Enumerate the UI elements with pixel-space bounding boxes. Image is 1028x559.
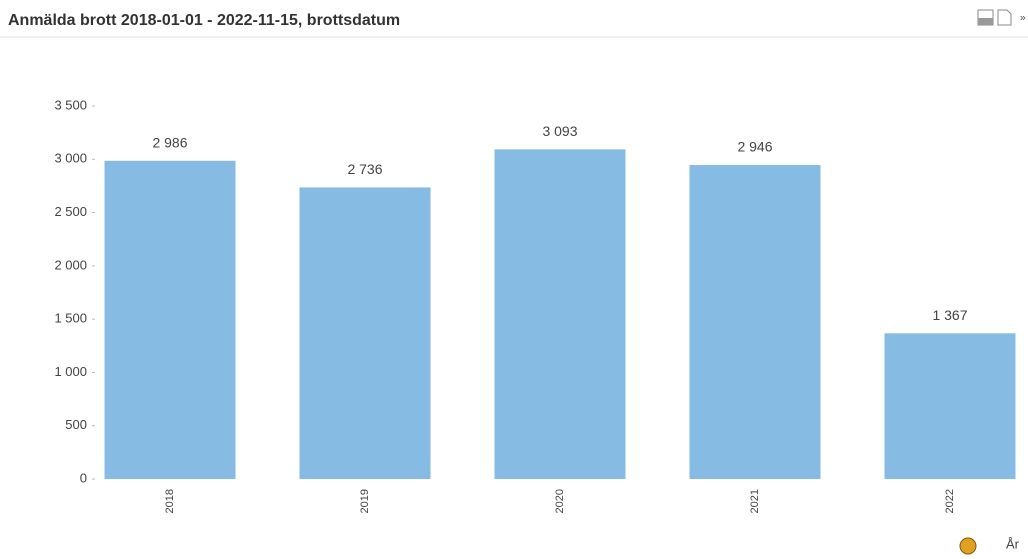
- data-label: 1 367: [932, 307, 967, 323]
- y-tick-label: 3 000: [54, 151, 87, 166]
- y-tick-label: 2 000: [54, 257, 87, 272]
- data-label: 3 093: [542, 123, 577, 139]
- x-tick-label: 2020: [554, 489, 566, 513]
- data-label: 2 986: [152, 134, 187, 150]
- data-label: 2 736: [347, 161, 382, 177]
- y-tick-label: 0: [80, 470, 87, 485]
- bar: [299, 187, 431, 479]
- y-tick-label: 1 000: [54, 364, 87, 379]
- export-icon[interactable]: [997, 9, 1012, 26]
- toolbar-icons[interactable]: »: [977, 9, 1026, 26]
- print-icon-base: [978, 18, 993, 25]
- y-tick-label: 1 500: [54, 311, 87, 326]
- x-tick-label: 2018: [164, 489, 176, 513]
- bar: [689, 165, 821, 479]
- x-tick-label: 2022: [944, 489, 956, 513]
- chart-title: Anmälda brott 2018-01-01 - 2022-11-15, b…: [8, 12, 400, 29]
- y-tick-label: 3 500: [54, 97, 87, 112]
- refresh-icon[interactable]: [959, 537, 977, 555]
- x-tick-label: 2019: [359, 489, 371, 513]
- bar: [884, 333, 1016, 479]
- x-tick-label: 2021: [749, 489, 761, 513]
- data-label: 2 946: [737, 139, 772, 155]
- bar: [104, 160, 236, 479]
- more-icon[interactable]: »: [1020, 13, 1026, 24]
- bar: [494, 149, 626, 479]
- y-tick-label: 500: [65, 417, 87, 432]
- x-axis-label: År: [1006, 536, 1020, 551]
- y-tick-label: 2 500: [54, 204, 87, 219]
